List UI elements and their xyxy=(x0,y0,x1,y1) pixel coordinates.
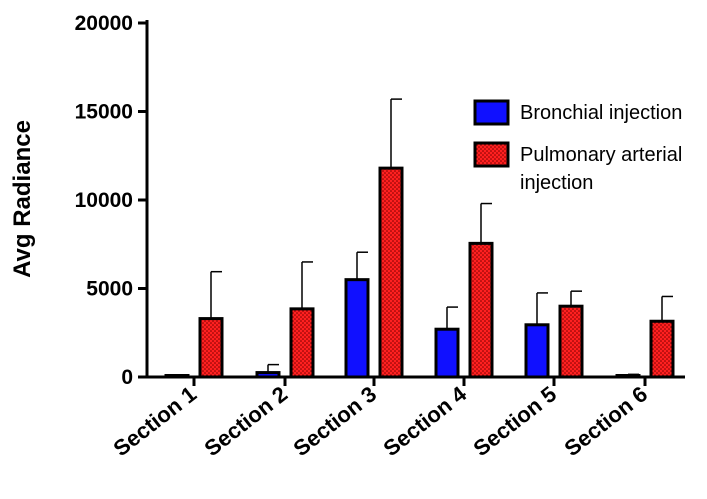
bar-pulmonary-1 xyxy=(198,317,224,379)
bar-pulmonary-5 xyxy=(558,304,584,379)
x-tick-label: Section 5 xyxy=(469,381,561,461)
bar-pulmonary-3 xyxy=(378,166,404,379)
bar-pulmonary-4 xyxy=(468,241,494,379)
y-tick-label: 15000 xyxy=(75,101,133,124)
y-tick-label: 0 xyxy=(121,366,133,389)
y-tick-label: 10000 xyxy=(75,189,133,212)
legend-swatch-bronchial xyxy=(473,99,510,126)
bar-pulmonary-6 xyxy=(649,319,675,379)
legend: Bronchial injection Pulmonary arterial i… xyxy=(473,99,682,194)
plot-marks xyxy=(164,98,675,379)
x-tick-label: Section 4 xyxy=(379,381,472,461)
x-tick-label: Section 2 xyxy=(200,381,292,461)
bar-bronchial-5 xyxy=(524,323,550,379)
bar-pulmonary-2 xyxy=(289,307,315,379)
y-axis-ticks: 0 5000 10000 15000 20000 xyxy=(75,12,147,389)
y-tick-label: 5000 xyxy=(86,278,133,301)
y-tick-label: 20000 xyxy=(75,12,133,35)
bar-bronchial-4 xyxy=(434,327,460,379)
bar-bronchial-3 xyxy=(344,278,370,379)
x-tick-label: Section 1 xyxy=(109,381,201,461)
legend-label-pulmonary-line1: Pulmonary arterial xyxy=(520,144,682,166)
x-tick-label: Section 6 xyxy=(560,381,652,461)
legend-swatch-pulmonary xyxy=(473,141,510,168)
x-tick-label: Section 3 xyxy=(289,381,381,461)
y-axis-title: Avg Radiance xyxy=(9,120,36,278)
legend-label-bronchial: Bronchial injection xyxy=(520,102,682,124)
legend-label-pulmonary-line2: injection xyxy=(520,172,593,194)
